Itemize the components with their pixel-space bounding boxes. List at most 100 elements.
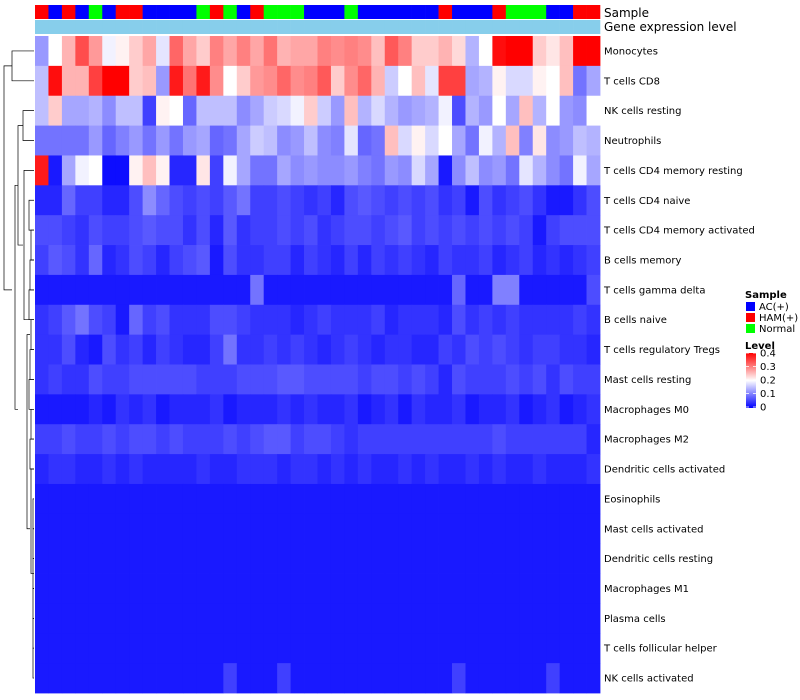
heatmap-cell <box>532 65 547 97</box>
heatmap-cell <box>88 424 103 455</box>
sample-annotation-cell <box>317 5 332 19</box>
heatmap-cell <box>75 543 90 574</box>
sample-annotation-cell <box>478 5 493 19</box>
heatmap-cell <box>371 274 386 306</box>
dendrogram-branch <box>32 647 34 679</box>
heatmap-cell <box>182 543 197 574</box>
heatmap-cell <box>115 633 130 664</box>
heatmap-cell <box>357 394 372 425</box>
sample-annotation-cell <box>223 5 238 19</box>
heatmap-cell <box>61 633 76 664</box>
heatmap-cell <box>35 245 49 276</box>
heatmap-cell <box>425 454 439 485</box>
colorbar-tick-label: 0 <box>760 403 766 414</box>
heatmap-cell <box>102 573 117 604</box>
heatmap-cell <box>196 573 211 604</box>
heatmap-cell <box>492 95 507 126</box>
heatmap-cell <box>573 334 587 365</box>
heatmap-cell <box>411 215 426 246</box>
heatmap-cell <box>357 185 372 216</box>
heatmap-cell <box>344 36 359 67</box>
heatmap-cell <box>277 304 291 336</box>
heatmap-cell <box>196 65 211 97</box>
heatmap-cell <box>411 543 426 574</box>
heatmap-cell <box>438 364 453 395</box>
expression-annotation-cell <box>236 20 251 34</box>
heatmap-cell <box>250 274 265 306</box>
dendrogram-branch <box>29 438 34 470</box>
heatmap-cell <box>223 304 238 336</box>
heatmap-cell <box>61 573 76 604</box>
heatmap-cell <box>35 364 49 395</box>
heatmap-cell <box>344 65 359 97</box>
sample-annotation-cell <box>88 5 103 19</box>
heatmap-cell <box>465 513 480 545</box>
expression-annotation-cell <box>452 20 466 34</box>
heatmap-cell <box>344 663 359 694</box>
heatmap-cell <box>48 394 63 425</box>
heatmap-cell <box>196 424 211 455</box>
sample-annotation-cell <box>398 5 412 19</box>
heatmap-cell <box>505 245 520 276</box>
heatmap-cell <box>478 125 493 156</box>
heatmap-cell <box>156 663 170 694</box>
heatmap-cell <box>263 364 278 395</box>
legend-level-title: Level <box>745 341 775 352</box>
heatmap-cell <box>573 185 587 216</box>
heatmap-cell <box>344 603 359 634</box>
heatmap-cell <box>478 543 493 574</box>
expression-annotation-cell <box>196 20 211 34</box>
annotation-label-expression: Gene expression level <box>604 20 737 34</box>
heatmap-cell <box>250 603 265 634</box>
heatmap-cell <box>384 454 399 485</box>
heatmap-cell <box>478 394 493 425</box>
heatmap-cell <box>452 454 466 485</box>
heatmap-cell <box>546 125 561 156</box>
heatmap-cell <box>75 513 90 545</box>
heatmap-cell <box>102 95 117 126</box>
heatmap-cell <box>532 424 547 455</box>
heatmap-cell <box>344 95 359 126</box>
sample-annotation-cell <box>438 5 453 19</box>
heatmap-cell <box>465 543 480 574</box>
row-label: T cells CD4 naive <box>603 196 690 207</box>
heatmap-cell <box>438 424 453 455</box>
heatmap-cell <box>465 304 480 336</box>
heatmap-cell <box>236 215 251 246</box>
heatmap-cell <box>330 513 345 545</box>
heatmap-cell <box>357 663 372 694</box>
heatmap-cell <box>357 125 372 156</box>
heatmap-cell <box>425 95 439 126</box>
heatmap-cell <box>546 543 561 574</box>
heatmap-cell <box>465 424 480 455</box>
heatmap-cell <box>573 215 587 246</box>
dendrogram-branch <box>29 259 34 291</box>
heatmap-cell <box>384 513 399 545</box>
row-labels: Monocytes T cells CD8 NK cells resting Neut… <box>603 46 755 684</box>
expression-annotation-cell <box>573 20 587 34</box>
row-label: B cells naive <box>604 315 667 326</box>
heatmap-cell <box>492 215 507 246</box>
heatmap-cell <box>156 185 170 216</box>
heatmap-cell <box>129 483 144 515</box>
heatmap-cell <box>142 483 157 515</box>
heatmap-cell <box>263 334 278 365</box>
heatmap-cell <box>236 394 251 425</box>
heatmap-cell <box>411 483 426 515</box>
heatmap-cell <box>478 483 493 515</box>
row-label: NK cells activated <box>604 674 694 685</box>
heatmap-cell <box>115 364 130 395</box>
sample-annotation-cell <box>182 5 197 19</box>
legend-swatch <box>746 324 755 333</box>
sample-annotation-cell <box>411 5 426 19</box>
heatmap-cell <box>478 633 493 664</box>
expression-annotation-cell <box>61 20 76 34</box>
heatmap-cell <box>250 513 265 545</box>
heatmap-cell <box>129 125 144 156</box>
heatmap-cell <box>88 603 103 634</box>
heatmap-cell <box>223 185 238 216</box>
heatmap-cell <box>156 245 170 276</box>
colorbar-tick-label: 0.4 <box>760 349 776 360</box>
heatmap-cell <box>35 304 49 336</box>
expression-annotation-cell <box>559 20 574 34</box>
